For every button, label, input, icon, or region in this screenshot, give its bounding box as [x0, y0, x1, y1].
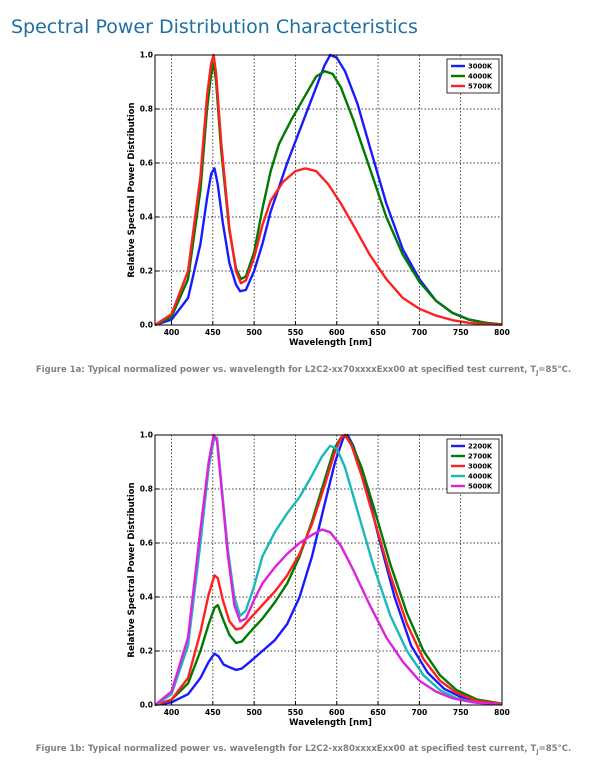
x-tick-label: 400	[164, 328, 180, 337]
legend-label-2200K: 2200K	[468, 443, 493, 451]
x-tick-label: 500	[246, 708, 262, 717]
x-tick-label: 450	[205, 328, 221, 337]
legend-label-5700K: 5700K	[468, 83, 493, 91]
legend-label-4000K: 4000K	[468, 473, 493, 481]
x-tick-label: 800	[494, 708, 510, 717]
y-tick-label: 1.0	[140, 51, 153, 60]
page-heading: Spectral Power Distribution Characterist…	[11, 16, 418, 38]
x-tick-label: 700	[412, 708, 428, 717]
y-axis-label: Relative Spectral Power Distribution	[127, 482, 137, 657]
chart-1a: 400 450 500 550 600 650 700 750 800 0.0 0.2 0.4 0.6 0…	[127, 51, 510, 349]
y-tick-label: 0.4	[140, 593, 153, 602]
x-tick-label: 650	[370, 328, 386, 337]
plot-frame	[154, 54, 503, 326]
legend-label-3000K: 3000K	[468, 463, 493, 471]
y-tick-label: 0.0	[140, 321, 153, 330]
legend-label-4000K: 4000K	[468, 73, 493, 81]
x-tick-label: 450	[205, 708, 221, 717]
x-axis-label: Wavelength [nm]	[289, 718, 372, 728]
y-tick-label: 0.0	[140, 701, 153, 710]
y-tick-label: 0.2	[140, 267, 153, 276]
legend-label-2700K: 2700K	[468, 453, 493, 461]
series-line-4000K	[154, 61, 503, 327]
y-tick-label: 1.0	[140, 431, 153, 440]
y-tick-label: 0.8	[140, 105, 153, 114]
x-tick-label: 600	[329, 328, 345, 337]
series-line-2700K	[154, 433, 503, 707]
x-tick-label: 800	[494, 328, 510, 337]
legend-label-3000K: 3000K	[468, 63, 493, 71]
x-axis-label: Wavelength [nm]	[289, 338, 372, 348]
x-tick-label: 550	[288, 328, 304, 337]
x-tick-label: 650	[370, 708, 386, 717]
x-tick-label: 400	[164, 708, 180, 717]
series-line-2200K	[154, 433, 503, 707]
series-line-3000K	[154, 53, 503, 327]
plot-frame	[154, 434, 503, 706]
legend-label-5000K: 5000K	[468, 483, 493, 491]
x-tick-label: 700	[412, 328, 428, 337]
x-tick-label: 750	[453, 708, 469, 717]
series-line-5000K	[154, 433, 503, 706]
figure-1b-caption: Figure 1b: Typical normalized power vs. …	[35, 744, 572, 756]
x-tick-label: 550	[288, 708, 304, 717]
y-tick-label: 0.8	[140, 485, 153, 494]
y-tick-label: 0.4	[140, 213, 153, 222]
y-axis-label: Relative Spectral Power Distribution	[127, 102, 137, 277]
x-tick-label: 600	[329, 708, 345, 717]
y-tick-label: 0.6	[140, 159, 153, 168]
chart-1b: 400 450 500 550 600 650 700 750 800 0.0 0.2 0.4 0.6 0…	[127, 431, 510, 729]
series-line-5700K	[154, 53, 503, 327]
figure-1a-caption: Figure 1a: Typical normalized power vs. …	[35, 365, 572, 377]
y-tick-label: 0.6	[140, 539, 153, 548]
series-line-3000K	[154, 433, 503, 707]
y-tick-label: 0.2	[140, 647, 153, 656]
x-tick-label: 500	[246, 328, 262, 337]
x-tick-label: 750	[453, 328, 469, 337]
